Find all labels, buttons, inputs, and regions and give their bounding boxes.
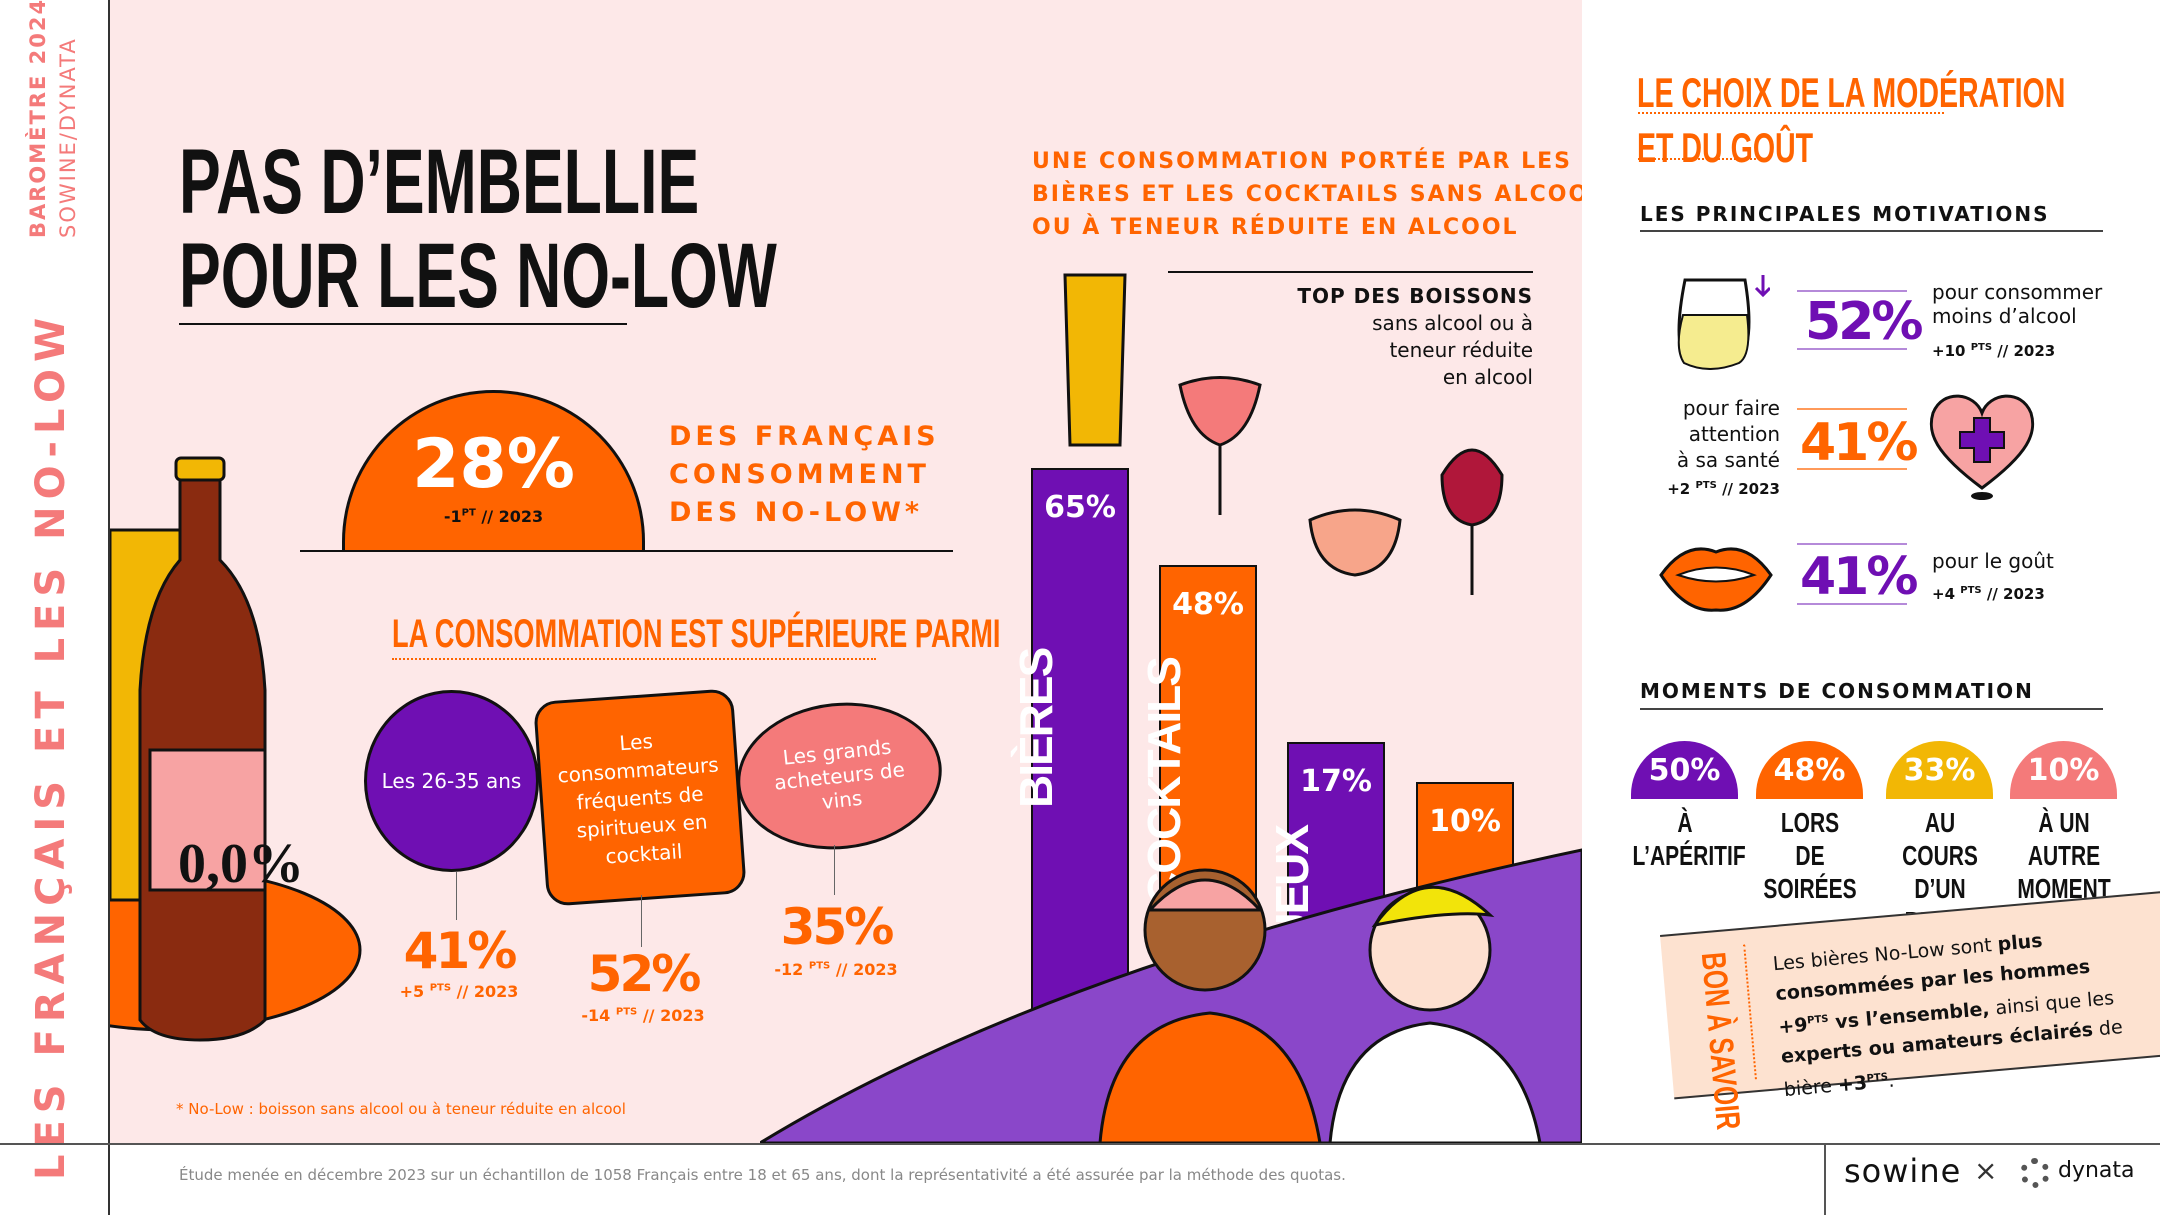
tip-text: Les bières No-Low sont plus consommées p…	[1772, 929, 2124, 1102]
motivations-divider	[1640, 230, 2103, 232]
partners-label: SOWINE/DYNATA	[56, 37, 80, 238]
bottle-label: 0,0%	[178, 833, 304, 895]
segments-title-underline	[392, 658, 876, 660]
divider	[1797, 408, 1907, 410]
dynata-logo: dynata	[2058, 1158, 2135, 1183]
moment-label: À UN AUTRE MOMENT	[2017, 807, 2111, 904]
motivation-value: 52%	[1805, 292, 1923, 352]
side-title: LES FRANÇAIS ET LES NO-LOW	[28, 310, 74, 1180]
motivation-value: 41%	[1800, 413, 1918, 473]
segment-value: 52%	[587, 945, 702, 1003]
moment-label: LORS DE SOIRÉES	[1763, 807, 1857, 904]
spirit-glass-icon	[1308, 508, 1402, 577]
logo-bar	[1582, 1143, 2160, 1215]
dynata-burst-icon	[2020, 1158, 2050, 1188]
wine-glass-icon	[1440, 448, 1504, 527]
connector	[456, 872, 457, 920]
bar-category-label: BIÈRES	[1010, 648, 1062, 808]
segment-delta: +5 PTS // 2023	[399, 982, 519, 1001]
moment-label: À L’APÉRITIF	[1632, 807, 1746, 871]
study-note: Étude menée en décembre 2023 sur un écha…	[179, 1166, 1346, 1184]
divider	[1797, 468, 1907, 470]
connector	[641, 895, 642, 947]
motivation-text: pour faire attention à sa santé +2 PTS // …	[1667, 396, 1780, 498]
footer-divider	[0, 1143, 2160, 1145]
tip-dots	[1743, 944, 1757, 1080]
divider	[1797, 543, 1907, 545]
footnote: * No-Low : boisson sans alcool ou à tene…	[176, 1100, 626, 1118]
connector	[834, 845, 835, 895]
glass-down-icon	[1677, 275, 1770, 370]
divider	[1797, 603, 1907, 605]
side-strip: BAROMÈTRE 2024 SOWINE/DYNATA LES FRANÇAI…	[0, 0, 110, 1215]
motivation-text: pour consommer moins d’alcool +10 PTS // …	[1932, 280, 2103, 360]
bar-value-label: 48%	[1172, 587, 1244, 623]
title-dots	[1638, 112, 1944, 114]
moments-title: MOMENTS DE CONSOMMATION	[1640, 679, 2034, 703]
page-title: PAS D’EMBELLIE POUR LES NO-LOW	[179, 135, 1058, 323]
motivations-title: LES PRINCIPALES MOTIVATIONS	[1640, 202, 2050, 226]
segment-value: 41%	[403, 922, 518, 980]
headline-value: 28%	[412, 425, 575, 504]
bar-value-label: 10%	[1429, 804, 1501, 840]
people-illustration	[760, 848, 1582, 1143]
barometre-label: BAROMÈTRE 2024	[26, 0, 50, 238]
beer-glass-icon	[1063, 273, 1127, 447]
headline-delta: -1PT // 2023	[443, 507, 544, 526]
bar-value-label: 65%	[1044, 490, 1116, 525]
times-icon: ×	[1974, 1154, 1998, 1187]
lips-icon	[1659, 547, 1773, 612]
right-title: LE CHOIX DE LA MODÉRATION ET DU GOÛT	[1637, 69, 2066, 171]
segment-delta: -14 PTS // 2023	[581, 1006, 705, 1025]
sowine-logo: sowine	[1844, 1152, 1962, 1190]
motivation-value: 41%	[1800, 547, 1918, 607]
headline-divider	[300, 550, 953, 552]
footer-divider	[1582, 1143, 2160, 1145]
segments-title: LA CONSOMMATION EST SUPÉRIEURE PARMI	[392, 612, 1001, 656]
title-underline	[179, 323, 627, 325]
segment-delta: -12 PTS // 2023	[774, 960, 898, 979]
headline-text: DES FRANÇAIS CONSOMMENT DES NO-LOW*	[669, 421, 940, 528]
title-dots	[1638, 158, 1760, 160]
moments-divider	[1640, 708, 2103, 710]
segment-value: 35%	[780, 898, 895, 956]
drinks-heading: UNE CONSOMMATION PORTÉE PAR LES BIÈRES ET…	[1032, 149, 1606, 240]
top-divider	[1168, 271, 1533, 273]
title-line-1: PAS D’EMBELLIE	[179, 131, 700, 233]
segment-26-35: Les 26-35 ans	[364, 690, 539, 872]
logo-divider	[1824, 1143, 1826, 1215]
cocktail-glass-icon	[1178, 376, 1262, 447]
drink-glasses	[1063, 273, 1504, 595]
bottle-illustration	[110, 456, 362, 1042]
top-drinks-caption: TOP DES BOISSONS sans alcool ou à teneur …	[1297, 284, 1533, 389]
divider	[1797, 290, 1907, 292]
bar-value-label: 17%	[1300, 764, 1372, 800]
segment-spiritueux: Les consommateurs fréquents de spiritueu…	[533, 688, 747, 907]
motivation-text: pour le goût +4 PTS // 2023	[1932, 549, 2054, 603]
title-line-2: POUR LES NO-LOW	[179, 225, 777, 327]
heart-health-icon	[1929, 394, 2035, 500]
divider	[1797, 348, 1907, 350]
